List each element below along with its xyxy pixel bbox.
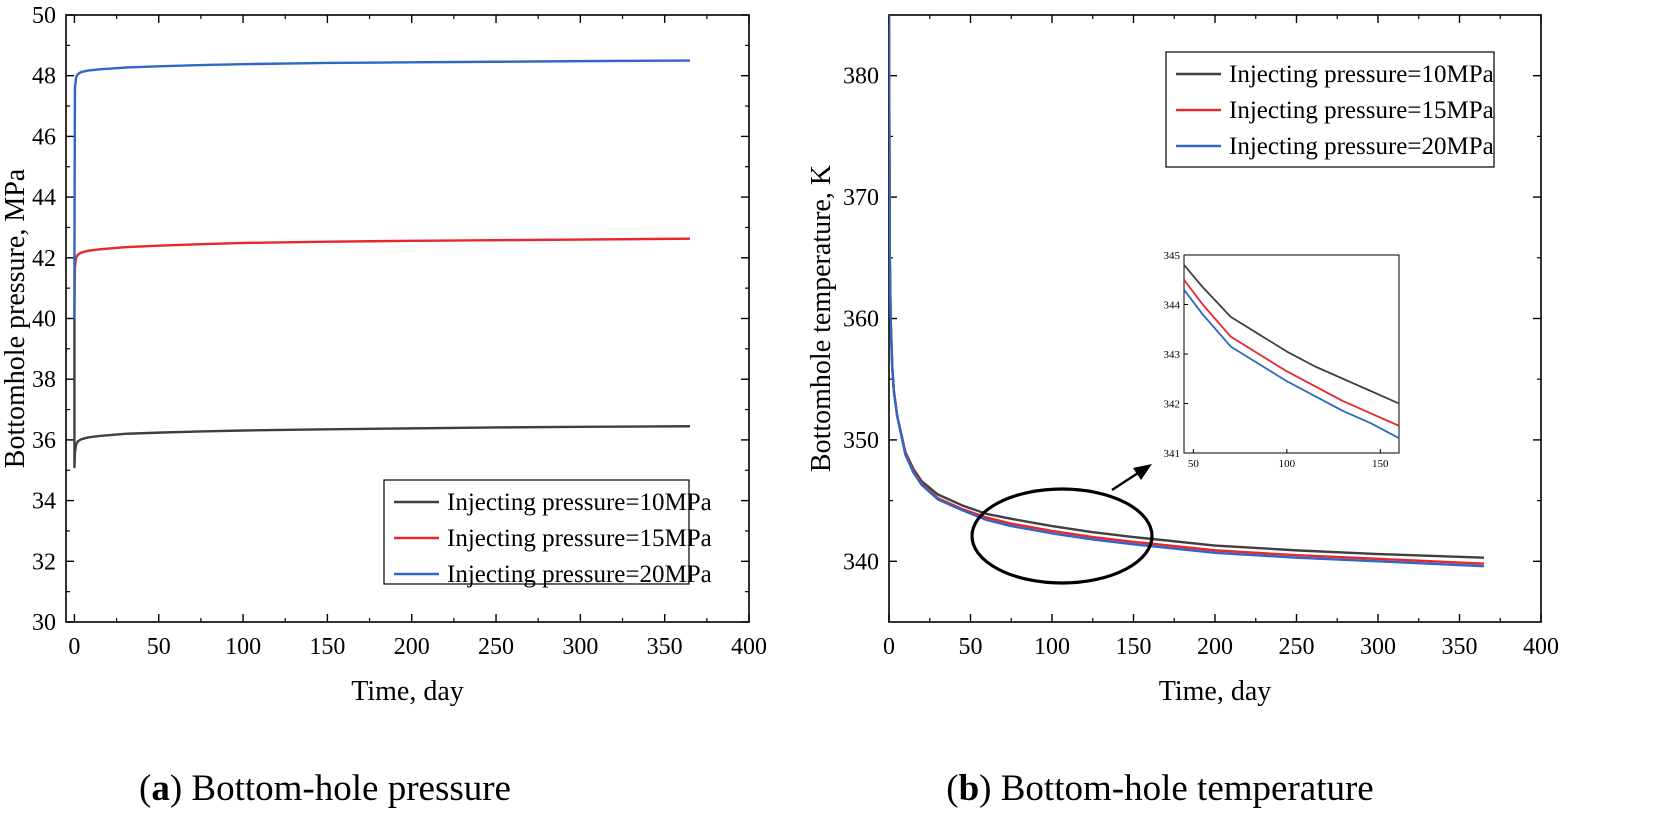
y-tick-label: 48 bbox=[32, 64, 56, 90]
y-tick-label: 32 bbox=[32, 549, 56, 575]
inset-series-line-1 bbox=[1183, 279, 1400, 427]
zoom-ellipse bbox=[970, 487, 1154, 585]
y-tick-label: 50 bbox=[32, 3, 56, 29]
caption-a: (a) Bottom-hole pressure bbox=[139, 768, 511, 809]
x-tick-label: 350 bbox=[647, 634, 683, 660]
y-tick-label: 30 bbox=[32, 610, 56, 636]
y-tick-label: 40 bbox=[32, 307, 56, 333]
panel-b-bottomhole-temperature-chart: 0 50 100 150 200 250 300 350 400 340 350 360 370 380 T… bbox=[806, 14, 1559, 707]
legend-label-1: Injecting pressure=15MPa bbox=[1229, 97, 1494, 124]
y-tick-label: 42 bbox=[32, 246, 56, 272]
x-tick-label: 400 bbox=[1523, 634, 1559, 660]
caption-b: (b) Bottom-hole temperature bbox=[946, 768, 1373, 809]
x-tick-label: 350 bbox=[1442, 634, 1478, 660]
x-tick-label: 50 bbox=[959, 634, 983, 660]
series-line-1 bbox=[73, 237, 690, 319]
y-tick-label: 44 bbox=[32, 185, 56, 211]
x-axis-title: Time, day bbox=[1159, 676, 1272, 707]
y-tick-label: 370 bbox=[843, 185, 879, 211]
x-tick-label: 150 bbox=[1116, 634, 1152, 660]
x-tick-label: 300 bbox=[1360, 634, 1396, 660]
series-line-2 bbox=[73, 59, 690, 319]
x-tick-label: 250 bbox=[1279, 634, 1315, 660]
y-tick-label: 350 bbox=[843, 428, 879, 454]
x-tick-label: 0 bbox=[883, 634, 895, 660]
y-tick-label: 46 bbox=[32, 124, 56, 150]
x-tick-label: 400 bbox=[731, 634, 767, 660]
inset-y-tick-label: 342 bbox=[1164, 399, 1181, 411]
x-tick-label: 150 bbox=[309, 634, 345, 660]
x-tick-label: 300 bbox=[562, 634, 598, 660]
zoom-arrow-shaft bbox=[1111, 471, 1139, 492]
y-tick-label: 360 bbox=[843, 307, 879, 333]
x-tick-label: 200 bbox=[394, 634, 430, 660]
inset-y-tick-label: 343 bbox=[1164, 349, 1181, 361]
legend-label-1: Injecting pressure=15MPa bbox=[447, 525, 712, 552]
inset-x-tick-label: 150 bbox=[1372, 458, 1389, 470]
panel-a-bottomhole-pressure-chart: 0 50 100 150 200 250 300 350 400 30 32 34 36 38 40 42 44… bbox=[0, 3, 767, 707]
y-axis-title: Bottomhole pressure, MPa bbox=[0, 168, 31, 468]
y-tick-label: 380 bbox=[843, 64, 879, 90]
x-axis-title: Time, day bbox=[351, 676, 464, 707]
caption-a-text: (a) Bottom-hole pressure bbox=[139, 768, 511, 809]
inset-x-tick-label: 50 bbox=[1188, 458, 1200, 470]
legend-label-0: Injecting pressure=10MPa bbox=[447, 489, 712, 516]
inset-y-tick-label: 344 bbox=[1164, 300, 1181, 312]
x-tick-label: 250 bbox=[478, 634, 514, 660]
legend-label-2: Injecting pressure=20MPa bbox=[1229, 133, 1494, 160]
legend-label-2: Injecting pressure=20MPa bbox=[447, 561, 712, 588]
y-tick-label: 34 bbox=[32, 489, 56, 515]
inset-x-tick-label: 100 bbox=[1279, 458, 1296, 470]
caption-b-text: (b) Bottom-hole temperature bbox=[946, 768, 1373, 809]
legend-box bbox=[383, 479, 690, 585]
series-line-2 bbox=[889, 15, 1485, 568]
x-tick-label: 0 bbox=[68, 634, 80, 660]
x-tick-label: 50 bbox=[147, 634, 171, 660]
x-tick-label: 100 bbox=[225, 634, 261, 660]
legend-label-0: Injecting pressure=10MPa bbox=[1229, 61, 1494, 88]
x-tick-label: 200 bbox=[1197, 634, 1233, 660]
zoom-arrow-head bbox=[1133, 464, 1152, 480]
y-tick-label: 340 bbox=[843, 549, 879, 575]
y-tick-label: 36 bbox=[32, 428, 56, 454]
y-axis-title: Bottomhole temperature, K bbox=[806, 165, 837, 472]
inset-zoom-plot: 50 100 150 341 342 343 344 345 bbox=[1164, 250, 1400, 470]
inset-y-tick-label: 345 bbox=[1164, 250, 1181, 262]
inset-series-line-0 bbox=[1183, 264, 1400, 405]
x-tick-label: 100 bbox=[1034, 634, 1070, 660]
inset-series-line-2 bbox=[1183, 289, 1400, 439]
y-tick-label: 38 bbox=[32, 367, 56, 393]
inset-y-tick-label: 341 bbox=[1164, 448, 1181, 460]
series-line-0 bbox=[73, 318, 690, 469]
